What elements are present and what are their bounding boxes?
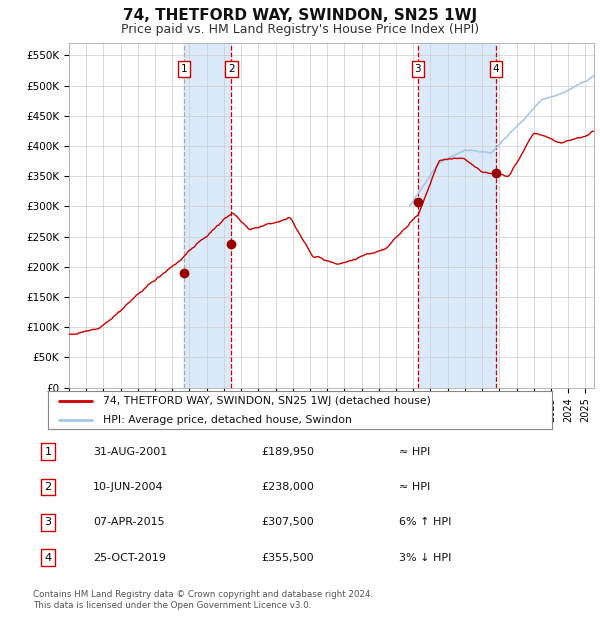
Text: £307,500: £307,500: [261, 517, 314, 528]
Text: 3% ↓ HPI: 3% ↓ HPI: [399, 552, 451, 563]
Text: 6% ↑ HPI: 6% ↑ HPI: [399, 517, 451, 528]
Text: 31-AUG-2001: 31-AUG-2001: [93, 446, 167, 457]
Text: 07-APR-2015: 07-APR-2015: [93, 517, 164, 528]
Bar: [418, 43, 496, 388]
Text: £355,500: £355,500: [261, 552, 314, 563]
Text: 25-OCT-2019: 25-OCT-2019: [93, 552, 166, 563]
Text: Contains HM Land Registry data © Crown copyright and database right 2024.: Contains HM Land Registry data © Crown c…: [33, 590, 373, 600]
Text: 74, THETFORD WAY, SWINDON, SN25 1WJ (detached house): 74, THETFORD WAY, SWINDON, SN25 1WJ (det…: [103, 396, 431, 406]
Text: 10-JUN-2004: 10-JUN-2004: [93, 482, 164, 492]
Text: 2: 2: [44, 482, 52, 492]
Text: 1: 1: [181, 64, 187, 74]
Text: ≈ HPI: ≈ HPI: [399, 446, 430, 457]
Text: 3: 3: [415, 64, 421, 74]
Bar: [184, 43, 232, 388]
Text: £189,950: £189,950: [261, 446, 314, 457]
Text: ≈ HPI: ≈ HPI: [399, 482, 430, 492]
Text: 4: 4: [493, 64, 500, 74]
Text: 1: 1: [44, 446, 52, 457]
Text: 3: 3: [44, 517, 52, 528]
Text: 2: 2: [228, 64, 235, 74]
Text: This data is licensed under the Open Government Licence v3.0.: This data is licensed under the Open Gov…: [33, 601, 311, 611]
Text: Price paid vs. HM Land Registry's House Price Index (HPI): Price paid vs. HM Land Registry's House …: [121, 23, 479, 36]
Text: HPI: Average price, detached house, Swindon: HPI: Average price, detached house, Swin…: [103, 415, 352, 425]
Text: 74, THETFORD WAY, SWINDON, SN25 1WJ: 74, THETFORD WAY, SWINDON, SN25 1WJ: [123, 8, 477, 23]
Text: 4: 4: [44, 552, 52, 563]
Text: £238,000: £238,000: [261, 482, 314, 492]
